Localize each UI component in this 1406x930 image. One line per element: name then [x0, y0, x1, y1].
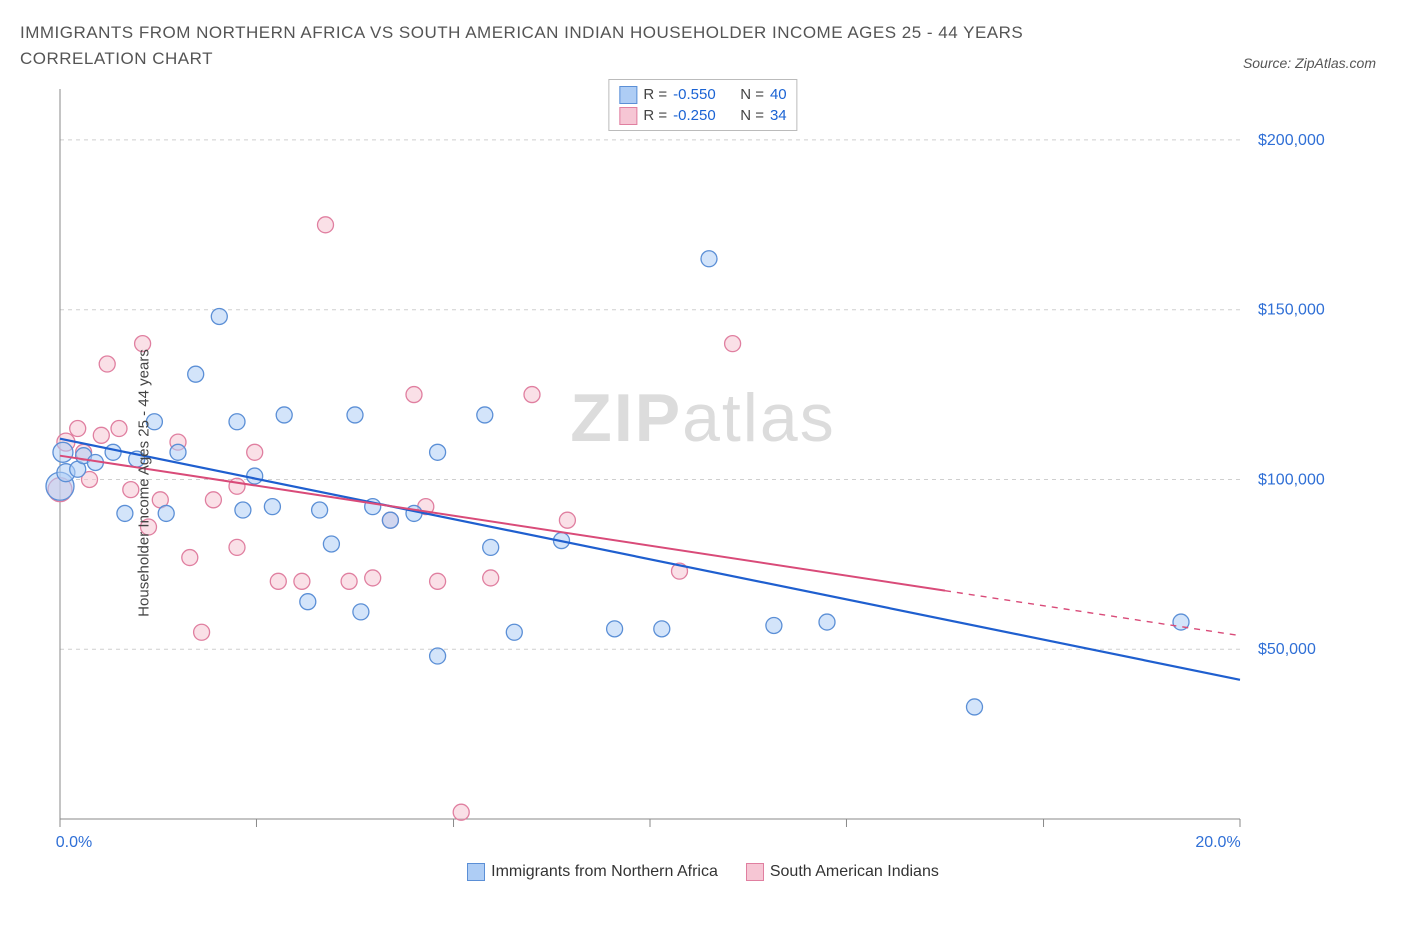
n-value: 40: [770, 84, 787, 105]
chart-container: IMMIGRANTS FROM NORTHERN AFRICA VS SOUTH…: [20, 20, 1386, 886]
source-prefix: Source:: [1243, 55, 1295, 71]
data-point: [382, 512, 398, 528]
data-point: [406, 387, 422, 403]
n-label: N =: [740, 84, 764, 105]
legend-bottom: Immigrants from Northern Africa South Ame…: [20, 863, 1386, 886]
data-point: [211, 308, 227, 324]
data-point: [93, 427, 109, 443]
data-point: [229, 539, 245, 555]
legend-stat-row: R = -0.250 N = 34: [619, 105, 786, 126]
y-axis-label: Householder Income Ages 25 - 44 years: [135, 349, 152, 617]
data-point: [701, 251, 717, 267]
data-point: [247, 444, 263, 460]
data-point: [264, 499, 280, 515]
legend-item: Immigrants from Northern Africa: [467, 863, 718, 881]
legend-stats: R = -0.550 N = 40R = -0.250 N = 34: [608, 79, 797, 131]
data-point: [524, 387, 540, 403]
data-point: [182, 550, 198, 566]
r-value: -0.550: [673, 84, 716, 105]
y-tick-label: $150,000: [1258, 302, 1325, 319]
x-tick-label: 20.0%: [1195, 834, 1240, 851]
source-credit: Source: ZipAtlas.com: [1243, 55, 1386, 71]
data-point: [70, 421, 86, 437]
data-point: [819, 614, 835, 630]
data-point: [111, 421, 127, 437]
data-point: [559, 512, 575, 528]
data-point: [365, 570, 381, 586]
data-point: [725, 336, 741, 352]
data-point: [294, 573, 310, 589]
data-point: [205, 492, 221, 508]
source-name: ZipAtlas.com: [1295, 55, 1376, 71]
legend-swatch: [619, 86, 637, 104]
title-row: IMMIGRANTS FROM NORTHERN AFRICA VS SOUTH…: [20, 20, 1386, 71]
data-point: [347, 407, 363, 423]
data-point: [483, 539, 499, 555]
scatter-chart: $50,000 $100,000 $150,000 $200,000 0.0% 20.0%: [20, 79, 1340, 859]
data-point: [430, 444, 446, 460]
legend-item: South American Indians: [746, 863, 939, 881]
data-point: [158, 505, 174, 521]
data-point: [300, 594, 316, 610]
data-point: [194, 624, 210, 640]
chart-title: IMMIGRANTS FROM NORTHERN AFRICA VS SOUTH…: [20, 20, 1120, 71]
data-point: [117, 505, 133, 521]
legend-swatch: [467, 863, 485, 881]
data-point: [247, 468, 263, 484]
data-point: [353, 604, 369, 620]
data-point: [967, 699, 983, 715]
r-label: R =: [643, 84, 667, 105]
plot-area: Householder Income Ages 25 - 44 years ZI…: [20, 79, 1386, 886]
data-point: [99, 356, 115, 372]
y-tick-label: $50,000: [1258, 641, 1316, 658]
x-tick-label: 0.0%: [56, 834, 92, 851]
data-point: [453, 804, 469, 820]
legend-label: Immigrants from Northern Africa: [491, 863, 718, 881]
trend-line: [60, 439, 1240, 680]
data-point: [607, 621, 623, 637]
legend-label: South American Indians: [770, 863, 939, 881]
data-point: [235, 502, 251, 518]
data-point: [483, 570, 499, 586]
data-point: [105, 444, 121, 460]
legend-stat-row: R = -0.550 N = 40: [619, 84, 786, 105]
data-point: [188, 366, 204, 382]
r-label: R =: [643, 105, 667, 126]
legend-swatch: [746, 863, 764, 881]
y-tick-label: $200,000: [1258, 132, 1325, 149]
data-point: [341, 573, 357, 589]
n-value: 34: [770, 105, 787, 126]
trend-line: [60, 456, 945, 591]
y-tick-label: $100,000: [1258, 471, 1325, 488]
data-point: [276, 407, 292, 423]
data-point: [318, 217, 334, 233]
data-point: [430, 573, 446, 589]
legend-swatch: [619, 107, 637, 125]
data-point: [766, 617, 782, 633]
data-point: [53, 442, 73, 462]
n-label: N =: [740, 105, 764, 126]
data-point: [430, 648, 446, 664]
data-point: [229, 478, 245, 494]
data-point: [170, 444, 186, 460]
data-point: [506, 624, 522, 640]
data-point: [229, 414, 245, 430]
data-point: [323, 536, 339, 552]
data-point: [477, 407, 493, 423]
data-point: [270, 573, 286, 589]
data-point: [654, 621, 670, 637]
data-point: [312, 502, 328, 518]
r-value: -0.250: [673, 105, 716, 126]
